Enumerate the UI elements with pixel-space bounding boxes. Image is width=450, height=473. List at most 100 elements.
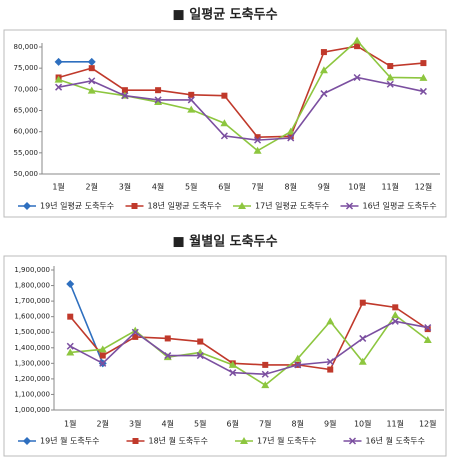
- x-tick-label: 2월: [86, 182, 98, 192]
- marker: [88, 65, 95, 72]
- marker: [354, 43, 361, 50]
- y-tick-label: 1,700,000: [14, 297, 50, 305]
- marker: [87, 86, 96, 94]
- x-tick-label: 9월: [318, 182, 330, 192]
- marker: [254, 136, 262, 144]
- marker: [187, 96, 195, 104]
- legend-label: 18년 월 도축두수: [149, 436, 208, 446]
- marker: [359, 334, 367, 342]
- marker: [253, 146, 262, 154]
- marker: [154, 98, 163, 106]
- chart-frame: [3, 255, 447, 457]
- marker: [353, 73, 361, 82]
- chart-title: ■ 일평균 도축두수: [172, 7, 277, 23]
- marker: [261, 381, 270, 389]
- marker: [386, 80, 394, 88]
- marker: [359, 299, 366, 306]
- y-tick-label: 1,500,000: [14, 328, 50, 336]
- x-tick-label: 5월: [185, 182, 197, 192]
- marker: [358, 357, 367, 365]
- marker: [326, 358, 334, 366]
- marker: [287, 133, 294, 140]
- marker: [121, 87, 128, 94]
- marker: [66, 342, 74, 350]
- marker: [99, 359, 107, 367]
- marker: [294, 361, 302, 369]
- marker: [88, 77, 96, 85]
- legend-label: 19년 월 도축두수: [40, 436, 99, 446]
- marker: [353, 36, 362, 44]
- marker: [320, 90, 328, 98]
- marker: [87, 57, 96, 66]
- x-tick-label: 3월: [119, 182, 131, 192]
- chart-frame: [3, 29, 447, 218]
- marker: [154, 96, 162, 104]
- legend-label: 18년 일평균 도축두수: [148, 201, 222, 211]
- marker: [326, 317, 335, 325]
- x-tick-label: 7월: [259, 419, 271, 429]
- x-tick-label: 2월: [97, 419, 109, 429]
- marker: [424, 324, 432, 332]
- x-tick-label: 4월: [162, 419, 174, 429]
- marker: [98, 345, 107, 353]
- x-tick-label: 6월: [218, 182, 230, 192]
- legend-label: 19년 일평균 도축두수: [40, 201, 114, 211]
- x-tick-label: 12월: [419, 419, 437, 429]
- series-line: [58, 76, 424, 141]
- marker: [155, 87, 162, 94]
- legend-label: 17년 일평균 도축두수: [255, 201, 329, 211]
- x-tick-label: 7월: [251, 182, 263, 192]
- x-tick-label: 6월: [227, 419, 239, 429]
- x-tick-label: 12월: [415, 182, 433, 192]
- y-tick-label: 70,000: [14, 85, 39, 93]
- marker: [121, 92, 129, 100]
- series-line: [58, 39, 424, 152]
- marker: [54, 75, 63, 83]
- series-line: [69, 320, 428, 376]
- marker: [196, 352, 204, 360]
- marker: [164, 335, 171, 342]
- marker: [131, 326, 140, 334]
- y-tick-label: 80,000: [14, 43, 39, 51]
- marker: [66, 348, 75, 356]
- marker: [386, 73, 395, 81]
- marker: [196, 348, 205, 356]
- marker: [345, 202, 354, 210]
- marker: [54, 57, 63, 66]
- y-tick-label: 1,100,000: [14, 390, 50, 398]
- legend-label: 16년 월 도축두수: [366, 436, 425, 446]
- y-tick-label: 75,000: [14, 64, 39, 72]
- marker: [391, 317, 399, 325]
- marker: [287, 134, 295, 142]
- marker: [221, 92, 228, 99]
- marker: [238, 202, 246, 209]
- x-tick-label: 1월: [52, 182, 64, 192]
- x-tick-label: 3월: [129, 419, 141, 429]
- marker: [220, 132, 228, 140]
- marker: [391, 311, 400, 319]
- x-tick-label: 9월: [324, 419, 336, 429]
- y-tick-label: 1,400,000: [14, 344, 50, 352]
- marker: [131, 203, 138, 209]
- marker: [23, 202, 31, 210]
- marker: [188, 91, 195, 98]
- marker: [320, 49, 327, 56]
- x-tick-label: 11월: [386, 419, 404, 429]
- marker: [419, 87, 427, 95]
- legend-label: 16년 일평균 도축두수: [363, 201, 437, 211]
- marker: [23, 437, 31, 445]
- marker: [132, 333, 139, 340]
- series-line: [58, 45, 424, 138]
- x-tick-label: 10월: [348, 182, 366, 192]
- marker: [67, 313, 74, 320]
- y-tick-label: 65,000: [14, 107, 39, 115]
- marker: [392, 304, 399, 311]
- marker: [319, 66, 328, 74]
- x-tick-label: 8월: [292, 419, 304, 429]
- y-tick-label: 1,800,000: [14, 282, 50, 290]
- marker: [348, 437, 357, 445]
- x-tick-label: 10월: [354, 419, 372, 429]
- y-tick-label: 1,200,000: [14, 375, 50, 383]
- y-tick-label: 50,000: [14, 170, 39, 178]
